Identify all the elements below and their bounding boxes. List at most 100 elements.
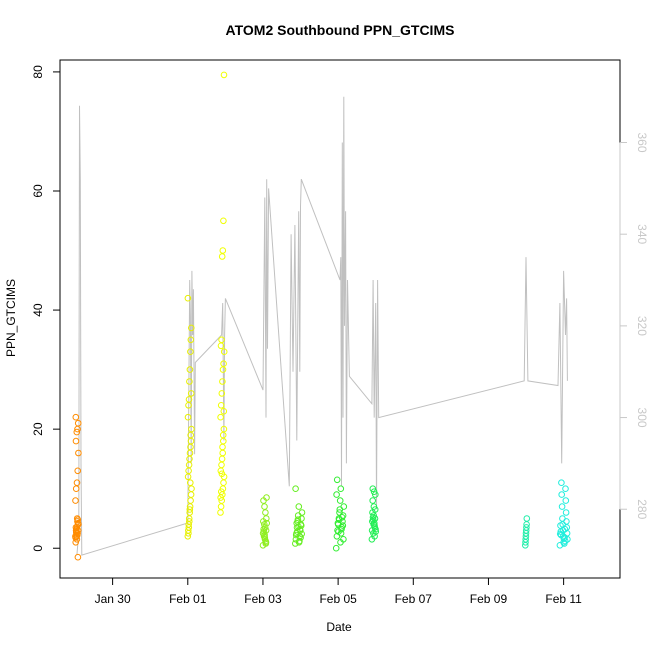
data-point bbox=[187, 491, 195, 498]
data-point bbox=[187, 479, 194, 487]
data-point bbox=[220, 360, 227, 368]
data-point bbox=[186, 378, 193, 385]
data-point bbox=[261, 524, 269, 531]
data-point bbox=[562, 485, 569, 493]
data-point bbox=[184, 413, 192, 421]
data-point bbox=[217, 503, 225, 510]
data-point bbox=[562, 497, 570, 504]
data-point bbox=[218, 488, 225, 496]
y-tick-label: 80 bbox=[31, 65, 45, 79]
data-point bbox=[72, 413, 80, 421]
data-point bbox=[369, 514, 377, 521]
data-point bbox=[369, 485, 377, 493]
y-tick-label: 60 bbox=[31, 184, 45, 198]
y2-tick-label: 280 bbox=[635, 499, 649, 519]
data-point bbox=[186, 366, 194, 373]
data-point bbox=[560, 535, 568, 543]
data-point bbox=[261, 503, 268, 510]
data-point bbox=[217, 509, 224, 516]
data-point bbox=[74, 419, 82, 427]
data-point bbox=[220, 217, 227, 225]
data-point bbox=[73, 479, 81, 487]
data-point bbox=[557, 522, 564, 529]
data-point bbox=[185, 461, 193, 469]
x-tick-label: Feb 09 bbox=[470, 592, 508, 606]
data-point bbox=[339, 522, 347, 529]
data-point bbox=[561, 540, 568, 547]
data-point bbox=[72, 534, 79, 541]
data-point bbox=[218, 455, 226, 463]
data-point bbox=[297, 534, 304, 541]
data-point bbox=[74, 519, 82, 527]
y-tick-label: 40 bbox=[31, 303, 45, 317]
data-point bbox=[372, 528, 380, 535]
data-point bbox=[188, 485, 195, 493]
data-point bbox=[371, 533, 378, 540]
data-point bbox=[556, 530, 564, 538]
data-point bbox=[558, 479, 565, 487]
data-point bbox=[186, 518, 193, 525]
data-point bbox=[187, 348, 194, 356]
data-point bbox=[340, 536, 347, 543]
data-point bbox=[219, 443, 226, 451]
data-point bbox=[260, 528, 268, 535]
x-tick-label: Jan 30 bbox=[95, 592, 131, 606]
y2-tick-label: 300 bbox=[635, 408, 649, 428]
data-point bbox=[262, 540, 270, 547]
data-point bbox=[74, 467, 81, 475]
data-point bbox=[294, 516, 302, 524]
data-point bbox=[72, 539, 79, 546]
data-point bbox=[220, 348, 228, 356]
data-point bbox=[260, 525, 268, 533]
data-point bbox=[369, 497, 377, 504]
data-point bbox=[75, 449, 82, 457]
series-line-secondary bbox=[76, 96, 568, 556]
data-point bbox=[296, 537, 303, 545]
x-tick-label: Feb 05 bbox=[319, 592, 357, 606]
plot-frame bbox=[59, 59, 621, 579]
data-point bbox=[371, 519, 378, 527]
data-point bbox=[298, 509, 306, 516]
data-point bbox=[262, 537, 269, 545]
data-point bbox=[372, 525, 379, 533]
data-point bbox=[220, 71, 228, 79]
x-tick-label: Feb 07 bbox=[395, 592, 433, 606]
data-point bbox=[74, 553, 82, 561]
data-point bbox=[295, 523, 302, 531]
data-point bbox=[220, 437, 227, 445]
data-point bbox=[186, 506, 194, 513]
data-point bbox=[219, 378, 226, 385]
data-point bbox=[218, 470, 226, 478]
data-point bbox=[369, 516, 377, 524]
data-point bbox=[333, 491, 340, 498]
y2-tick-label: 360 bbox=[635, 132, 649, 152]
x-tick-label: Feb 03 bbox=[244, 592, 282, 606]
data-point bbox=[184, 294, 192, 302]
data-point bbox=[262, 509, 269, 516]
data-point bbox=[298, 530, 306, 538]
data-point bbox=[187, 390, 195, 397]
data-point bbox=[73, 523, 81, 531]
data-point bbox=[185, 396, 193, 403]
data-point bbox=[562, 509, 570, 516]
data-point bbox=[220, 479, 227, 487]
data-point bbox=[219, 431, 227, 439]
data-point bbox=[292, 485, 299, 493]
data-point bbox=[218, 461, 225, 469]
data-point bbox=[333, 476, 341, 484]
y2-tick-label: 340 bbox=[635, 224, 649, 244]
data-point bbox=[558, 503, 566, 510]
data-point bbox=[263, 519, 271, 527]
data-point bbox=[263, 515, 270, 522]
data-point bbox=[295, 503, 303, 510]
data-point bbox=[370, 488, 378, 496]
y2-tick-label: 320 bbox=[635, 316, 649, 336]
data-point bbox=[559, 515, 566, 522]
x-tick-label: Feb 11 bbox=[545, 592, 582, 606]
data-point bbox=[340, 503, 348, 510]
data-point bbox=[217, 402, 225, 409]
data-point bbox=[219, 247, 227, 254]
data-point bbox=[72, 497, 79, 504]
data-point bbox=[219, 449, 226, 457]
